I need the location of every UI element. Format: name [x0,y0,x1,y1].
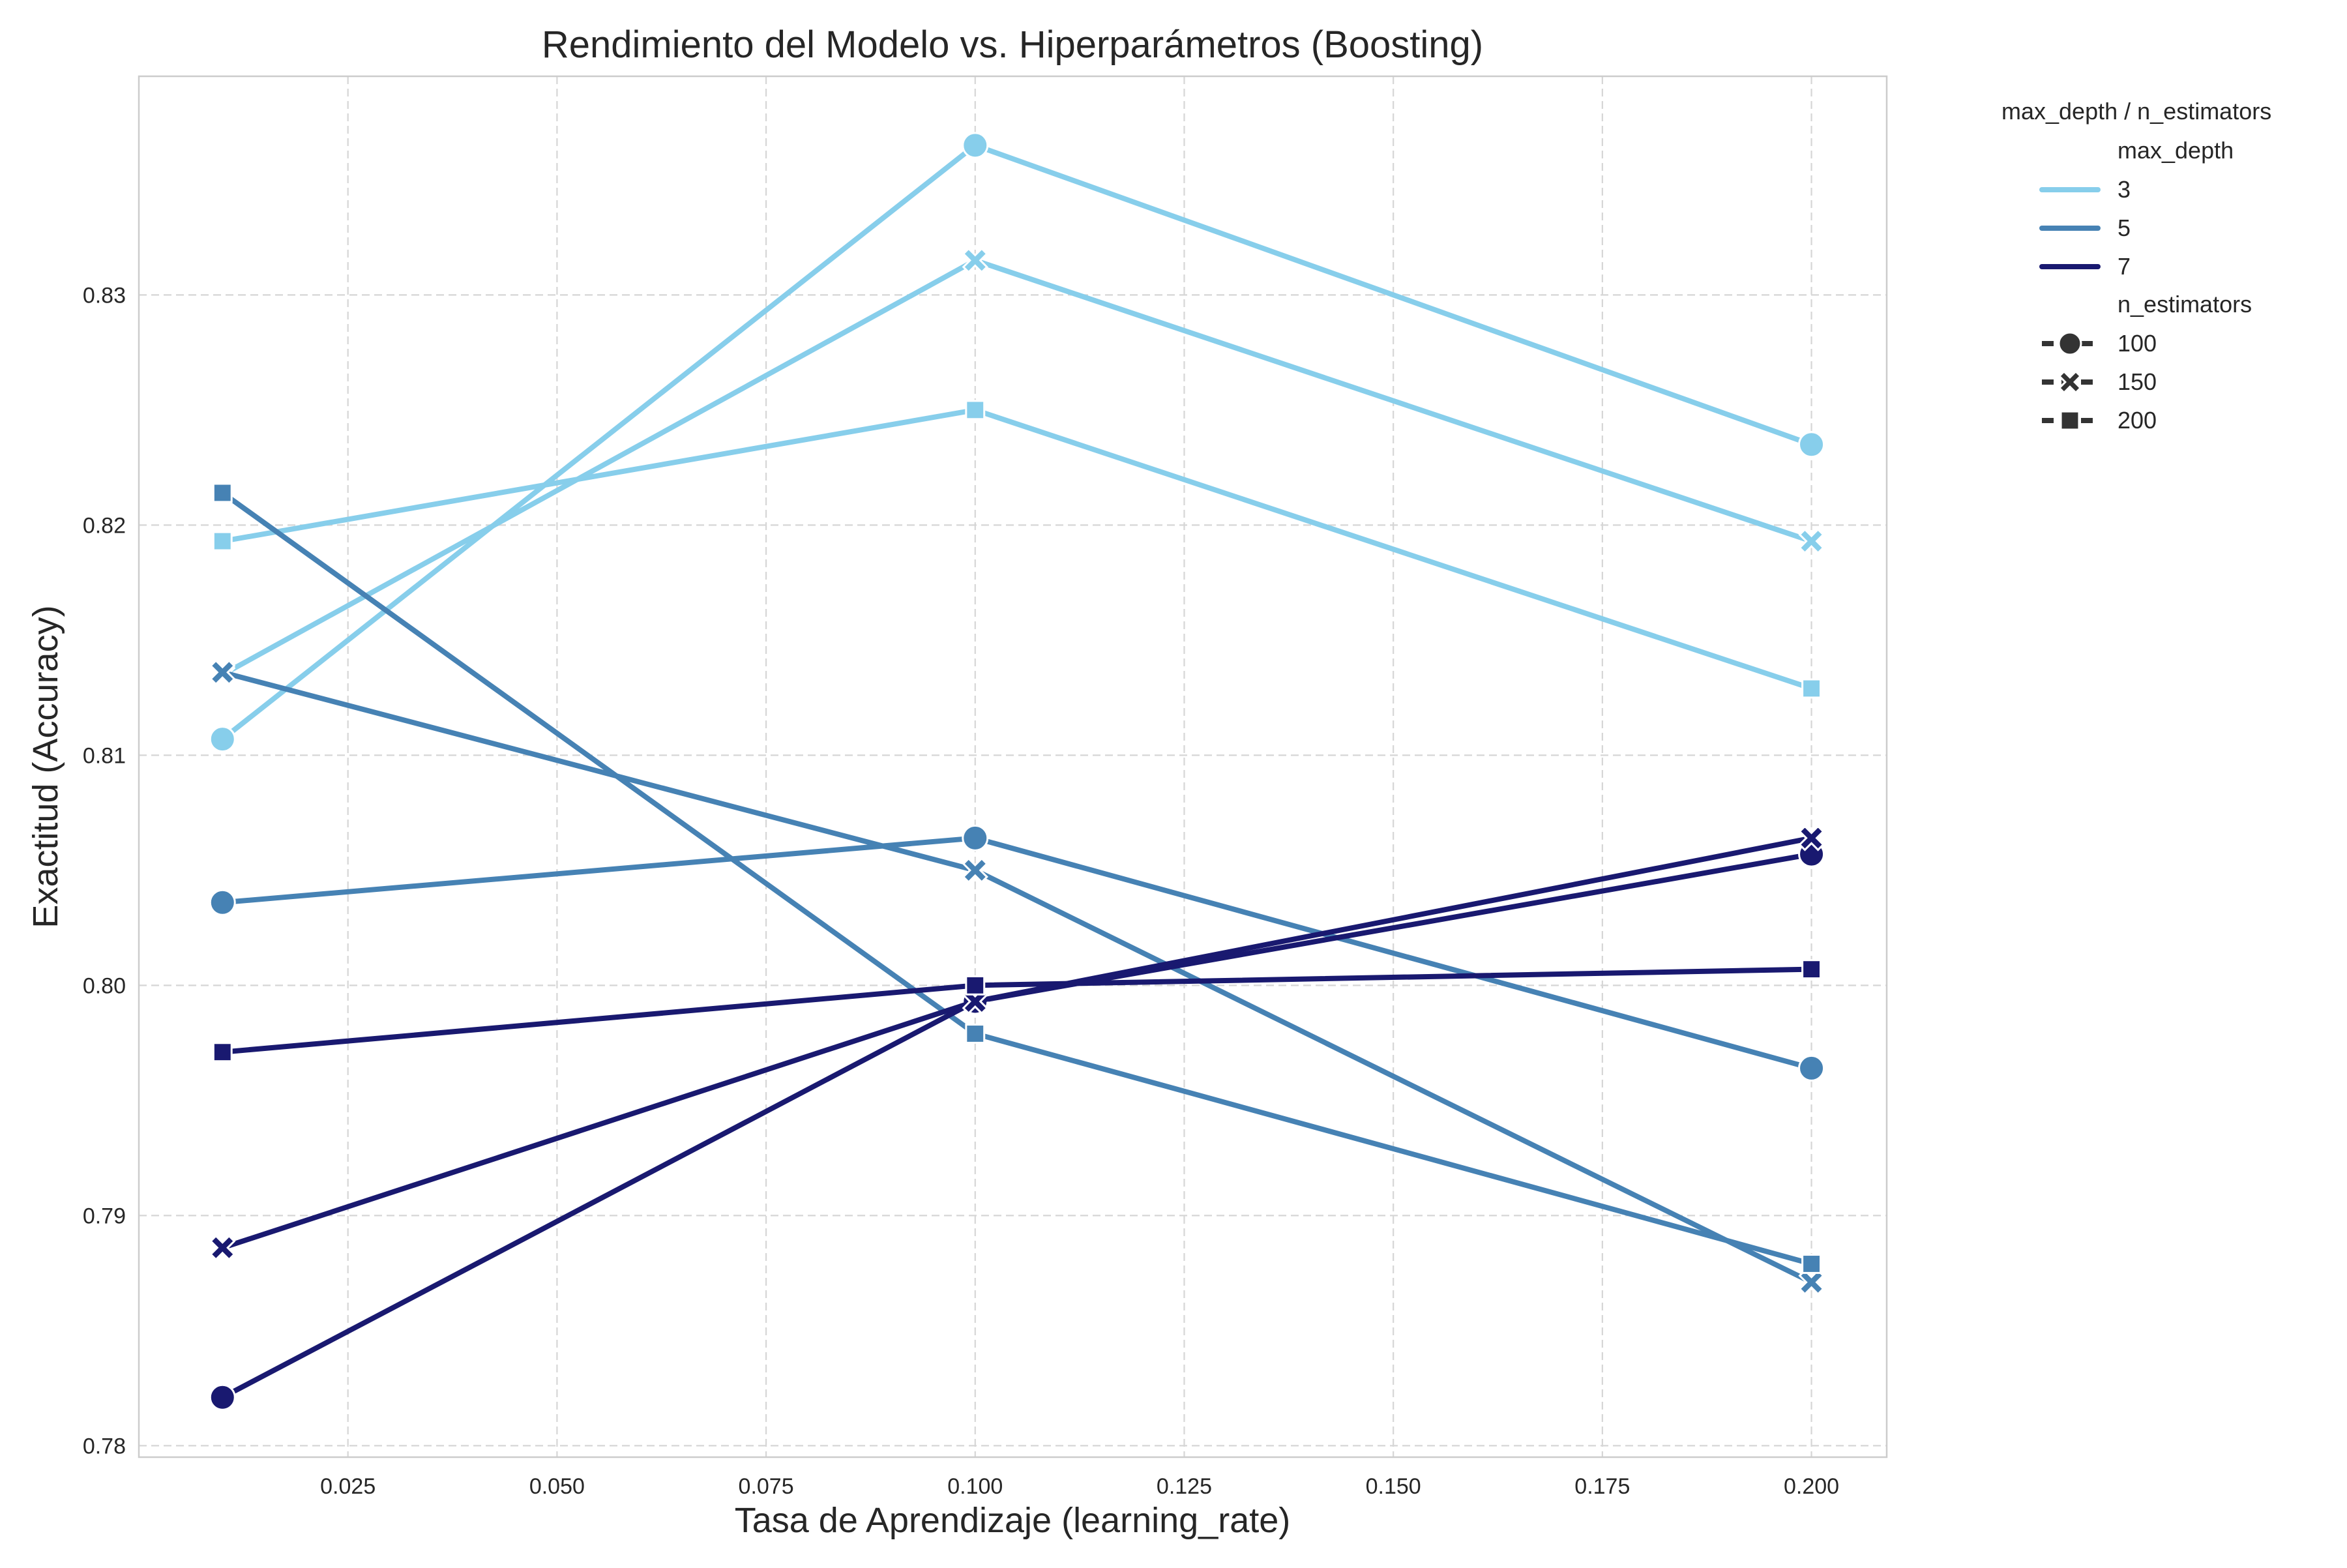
series-depth7-n200 [212,959,1822,1063]
series-depth7-n150 [209,825,1825,1261]
data-point-x [962,857,988,884]
legend: max_depth / n_estimators max_depth 3 5 7 n… [2001,98,2271,434]
y-tick-label: 0.78 [83,1434,126,1458]
legend-marker-circle [2058,331,2082,356]
series-depth3-n200 [212,400,1822,699]
x-axis-ticks: 0.025 0.050 0.075 0.100 0.125 0.150 0.175 0.200 [320,1474,1839,1499]
data-point-square [965,975,986,996]
legend-item-max-depth-7: 7 [2039,253,2131,280]
data-point-circle [209,889,236,916]
x-tick-label: 0.150 [1366,1474,1421,1499]
legend-item-n-estimators-100: 100 [2042,330,2157,357]
data-point-circle [209,1383,236,1411]
y-tick-label: 0.79 [83,1204,126,1228]
series-depth5-n100 [209,824,1825,1082]
x-tick-label: 0.075 [739,1474,794,1499]
data-point-circle [209,726,236,753]
x-tick-label: 0.125 [1157,1474,1212,1499]
y-tick-label: 0.81 [83,743,126,768]
data-point-square [965,400,986,421]
legend-style-items: 100 150 200 [2042,330,2157,434]
data-point-square [1801,1254,1822,1274]
x-tick-label: 0.200 [1784,1474,1839,1499]
legend-item-label: 150 [2118,368,2157,395]
series-depth3-n100 [209,132,1825,753]
data-point-square [212,482,233,503]
legend-marker-x [2058,370,2082,394]
chart-title: Rendimiento del Modelo vs. Hiperparámetr… [542,23,1483,66]
legend-marker-square [2059,410,2080,431]
data-point-square [1801,959,1822,980]
data-point-circle [1798,1054,1825,1082]
legend-hue-items: 3 5 7 [2039,176,2131,280]
data-point-x [962,988,988,1015]
y-tick-label: 0.83 [83,283,126,308]
data-point-x [209,1234,236,1261]
legend-item-label: 200 [2118,407,2157,434]
legend-item-max-depth-5: 5 [2039,214,2131,241]
legend-item-label: 3 [2118,176,2131,203]
series-depth5-n200 [212,482,1822,1274]
y-tick-label: 0.82 [83,513,126,538]
y-tick-label: 0.80 [83,973,126,998]
legend-title: max_depth / n_estimators [2001,98,2271,125]
data-point-square [965,1024,986,1044]
y-axis-ticks: 0.78 0.79 0.80 0.81 0.82 0.83 [83,283,126,1458]
x-tick-label: 0.050 [529,1474,585,1499]
data-point-x [209,659,236,686]
legend-hue-title: max_depth [2118,137,2234,164]
legend-item-label: 7 [2118,253,2131,280]
x-tick-label: 0.175 [1574,1474,1630,1499]
plot-area-frame [138,75,1888,1458]
grid [139,76,1887,1457]
legend-item-n-estimators-150: 150 [2042,368,2157,395]
series-layer [209,132,1825,1411]
x-tick-label: 0.025 [320,1474,376,1499]
legend-style-title: n_estimators [2118,291,2252,318]
data-point-circle [1798,431,1825,458]
x-tick-label: 0.100 [947,1474,1003,1499]
data-point-x [962,247,988,274]
data-point-x [1798,527,1825,555]
x-axis-label: Tasa de Aprendizaje (learning_rate) [735,1501,1291,1540]
data-point-circle [962,132,989,159]
legend-item-n-estimators-200: 200 [2042,407,2157,434]
data-point-x [1798,1269,1825,1295]
legend-item-max-depth-3: 3 [2039,176,2131,203]
legend-item-label: 100 [2118,330,2157,357]
data-point-x [1798,825,1825,851]
data-point-square [1801,678,1822,699]
legend-item-label: 5 [2118,214,2131,241]
data-point-square [212,531,233,552]
y-axis-label: Exactitud (Accuracy) [26,605,65,928]
data-point-circle [962,824,989,851]
data-point-square [212,1042,233,1063]
series-depth5-n150 [209,659,1825,1295]
